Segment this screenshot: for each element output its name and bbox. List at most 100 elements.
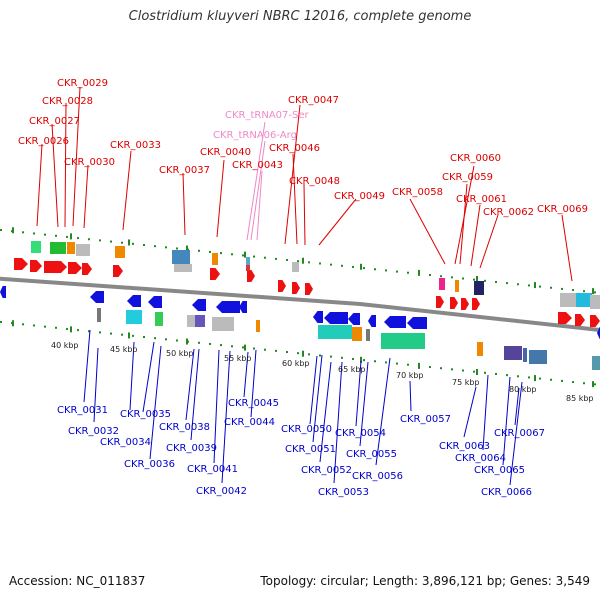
gene-label-upper[interactable]: CKR_0069 bbox=[537, 204, 588, 215]
gene-arrow-reverse[interactable] bbox=[324, 312, 348, 324]
gene-label-lower[interactable]: CKR_0057 bbox=[400, 414, 451, 425]
gene-label-lower[interactable]: CKR_0054 bbox=[335, 428, 386, 439]
gene-box[interactable] bbox=[576, 293, 592, 307]
gene-label-upper[interactable]: CKR_0030 bbox=[64, 157, 115, 168]
gene-label-lower[interactable]: CKR_0065 bbox=[474, 465, 525, 476]
gene-label-upper[interactable]: CKR_0029 bbox=[57, 78, 108, 89]
gene-box[interactable] bbox=[256, 320, 260, 332]
gene-box[interactable] bbox=[439, 278, 445, 290]
gene-arrow-forward[interactable] bbox=[590, 315, 600, 327]
gene-box[interactable] bbox=[76, 244, 90, 256]
gene-label-lower[interactable]: CKR_0056 bbox=[352, 471, 403, 482]
gene-label-upper[interactable]: CKR_0026 bbox=[18, 136, 69, 147]
gene-label-lower[interactable]: CKR_0034 bbox=[100, 437, 151, 448]
gene-arrow-reverse[interactable] bbox=[216, 301, 240, 313]
gene-box[interactable] bbox=[246, 257, 250, 265]
gene-box[interactable] bbox=[195, 315, 205, 327]
gene-label-upper[interactable]: CKR_0037 bbox=[159, 165, 210, 176]
gene-arrow-reverse[interactable] bbox=[368, 315, 376, 327]
gene-label-upper[interactable]: CKR_0049 bbox=[334, 191, 385, 202]
gene-arrow-forward[interactable] bbox=[436, 296, 444, 308]
gene-arrow-forward[interactable] bbox=[450, 297, 458, 309]
gene-label-upper[interactable]: CKR_0047 bbox=[288, 95, 339, 106]
gene-label-upper[interactable]: CKR_0033 bbox=[110, 140, 161, 151]
gene-label-lower[interactable]: CKR_0052 bbox=[301, 465, 352, 476]
gene-label-upper[interactable]: CKR_0060 bbox=[450, 153, 501, 164]
gene-label-upper[interactable]: CKR_tRNA06-Arg bbox=[213, 130, 297, 141]
gene-label-lower[interactable]: CKR_0032 bbox=[68, 426, 119, 437]
gene-box[interactable] bbox=[97, 308, 101, 322]
gene-label-lower[interactable]: CKR_0041 bbox=[187, 464, 238, 475]
gene-box[interactable] bbox=[126, 310, 142, 324]
gene-arrow-reverse[interactable] bbox=[192, 299, 206, 311]
gene-box[interactable] bbox=[366, 329, 370, 341]
gene-arrow-forward[interactable] bbox=[305, 283, 313, 295]
gene-arrow-forward[interactable] bbox=[49, 261, 67, 273]
gene-arrow-reverse[interactable] bbox=[239, 301, 247, 313]
gene-arrow-reverse[interactable] bbox=[384, 316, 406, 328]
gene-box[interactable] bbox=[115, 246, 125, 258]
gene-arrow-forward[interactable] bbox=[30, 260, 42, 272]
gene-label-lower[interactable]: CKR_0038 bbox=[159, 422, 210, 433]
gene-box[interactable] bbox=[246, 265, 250, 271]
gene-arrow-reverse[interactable] bbox=[148, 296, 162, 308]
gene-arrow-reverse[interactable] bbox=[597, 327, 600, 339]
gene-box[interactable] bbox=[155, 312, 163, 326]
gene-box[interactable] bbox=[381, 333, 425, 349]
gene-label-upper[interactable]: CKR_tRNA07-Ser bbox=[225, 110, 310, 121]
gene-label-lower[interactable]: CKR_0035 bbox=[120, 409, 171, 420]
gene-arrow-forward[interactable] bbox=[292, 282, 300, 294]
gene-arrow-forward[interactable] bbox=[575, 314, 585, 326]
gene-box[interactable] bbox=[474, 281, 484, 295]
gene-box[interactable] bbox=[529, 350, 547, 364]
gene-arrow-reverse[interactable] bbox=[313, 311, 323, 323]
gene-label-lower[interactable]: CKR_0051 bbox=[285, 444, 336, 455]
gene-label-upper[interactable]: CKR_0062 bbox=[483, 207, 534, 218]
gene-label-lower[interactable]: CKR_0055 bbox=[346, 449, 397, 460]
gene-label-upper[interactable]: CKR_0028 bbox=[42, 96, 93, 107]
gene-arrow-forward[interactable] bbox=[278, 280, 286, 292]
gene-box[interactable] bbox=[174, 264, 192, 272]
gene-label-lower[interactable]: CKR_0039 bbox=[166, 443, 217, 454]
gene-label-upper[interactable]: CKR_0040 bbox=[200, 147, 251, 158]
gene-label-lower[interactable]: CKR_0064 bbox=[455, 453, 506, 464]
gene-label-lower[interactable]: CKR_0042 bbox=[196, 486, 247, 497]
gene-arrow-reverse[interactable] bbox=[348, 313, 360, 325]
gene-label-lower[interactable]: CKR_0050 bbox=[281, 424, 332, 435]
gene-box[interactable] bbox=[172, 250, 190, 264]
gene-label-upper[interactable]: CKR_0027 bbox=[29, 116, 80, 127]
gene-label-upper[interactable]: CKR_0048 bbox=[289, 176, 340, 187]
gene-arrow-reverse[interactable] bbox=[90, 291, 104, 303]
gene-label-lower[interactable]: CKR_0036 bbox=[124, 459, 175, 470]
gene-arrow-forward[interactable] bbox=[210, 268, 220, 280]
gene-box[interactable] bbox=[477, 342, 483, 356]
gene-box[interactable] bbox=[292, 262, 299, 272]
gene-label-lower[interactable]: CKR_0045 bbox=[228, 398, 279, 409]
gene-arrow-reverse[interactable] bbox=[407, 317, 427, 329]
gene-box[interactable] bbox=[504, 346, 522, 360]
gene-box[interactable] bbox=[67, 242, 75, 254]
gene-box[interactable] bbox=[212, 317, 234, 331]
gene-arrow-reverse[interactable] bbox=[0, 286, 6, 298]
gene-arrow-forward[interactable] bbox=[113, 265, 123, 277]
gene-label-upper[interactable]: CKR_0059 bbox=[442, 172, 493, 183]
gene-box[interactable] bbox=[50, 242, 66, 254]
gene-label-lower[interactable]: CKR_0044 bbox=[224, 417, 275, 428]
gene-label-upper[interactable]: CKR_0061 bbox=[456, 194, 507, 205]
gene-label-lower[interactable]: CKR_0031 bbox=[57, 405, 108, 416]
gene-box[interactable] bbox=[455, 280, 459, 292]
gene-label-lower[interactable]: CKR_0063 bbox=[439, 441, 490, 452]
gene-arrow-forward[interactable] bbox=[82, 263, 92, 275]
gene-box[interactable] bbox=[31, 241, 41, 253]
gene-arrow-forward[interactable] bbox=[14, 258, 28, 270]
gene-box[interactable] bbox=[187, 315, 195, 327]
gene-arrow-forward[interactable] bbox=[472, 298, 480, 310]
gene-arrow-forward[interactable] bbox=[68, 262, 82, 274]
gene-arrow-reverse[interactable] bbox=[127, 295, 141, 307]
gene-label-upper[interactable]: CKR_0058 bbox=[392, 187, 443, 198]
gene-box[interactable] bbox=[592, 356, 600, 370]
gene-label-upper[interactable]: CKR_0046 bbox=[269, 143, 320, 154]
gene-box[interactable] bbox=[560, 293, 576, 307]
gene-box[interactable] bbox=[318, 325, 352, 339]
gene-box[interactable] bbox=[212, 253, 218, 265]
